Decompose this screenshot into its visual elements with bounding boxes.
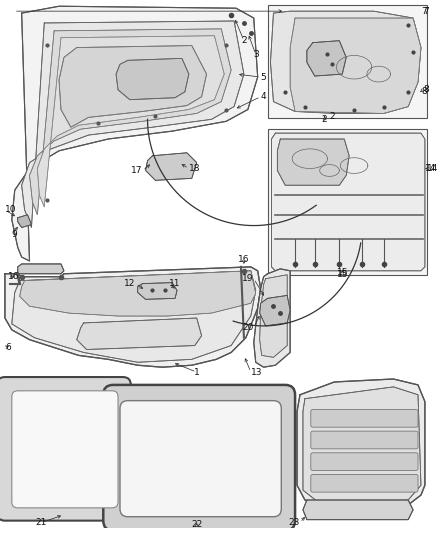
FancyBboxPatch shape (120, 401, 281, 516)
Text: 2: 2 (241, 36, 247, 45)
Polygon shape (272, 133, 425, 271)
Text: 11: 11 (169, 279, 180, 288)
Text: 19: 19 (242, 274, 254, 283)
FancyBboxPatch shape (268, 129, 427, 274)
FancyBboxPatch shape (268, 5, 427, 118)
FancyBboxPatch shape (103, 385, 295, 530)
FancyBboxPatch shape (311, 431, 418, 449)
Polygon shape (21, 21, 244, 228)
FancyBboxPatch shape (311, 409, 418, 427)
Text: 15: 15 (336, 270, 348, 279)
Text: 20: 20 (242, 324, 254, 333)
Polygon shape (145, 153, 197, 180)
Polygon shape (307, 41, 346, 76)
Text: 8: 8 (423, 85, 429, 94)
Text: 2: 2 (330, 112, 335, 121)
Polygon shape (18, 215, 32, 228)
Polygon shape (277, 139, 349, 185)
Polygon shape (254, 269, 290, 367)
Text: 16: 16 (238, 255, 250, 263)
Polygon shape (59, 46, 207, 127)
Text: 1: 1 (194, 368, 200, 377)
Text: 15: 15 (336, 268, 348, 277)
Text: 14: 14 (425, 164, 436, 173)
Text: 8: 8 (421, 87, 427, 96)
Polygon shape (260, 295, 290, 326)
Polygon shape (303, 387, 421, 509)
Text: 9: 9 (12, 230, 18, 239)
Polygon shape (12, 271, 256, 362)
Polygon shape (271, 11, 421, 114)
Text: 13: 13 (251, 368, 262, 377)
Polygon shape (297, 379, 425, 515)
Text: 22: 22 (191, 520, 202, 529)
Polygon shape (29, 29, 231, 215)
Polygon shape (5, 267, 261, 367)
Text: 6: 6 (5, 343, 11, 352)
Text: 4: 4 (261, 92, 266, 101)
Polygon shape (12, 6, 258, 261)
Text: 3: 3 (253, 50, 258, 59)
FancyBboxPatch shape (12, 391, 118, 508)
Polygon shape (18, 264, 64, 274)
FancyBboxPatch shape (0, 377, 131, 521)
Polygon shape (260, 274, 287, 357)
Polygon shape (77, 318, 201, 350)
Text: 14: 14 (427, 164, 438, 173)
Polygon shape (116, 59, 189, 100)
FancyBboxPatch shape (311, 474, 418, 492)
Text: 18: 18 (189, 164, 200, 173)
Text: 16: 16 (8, 272, 19, 281)
Polygon shape (138, 282, 177, 300)
Text: 10: 10 (5, 205, 16, 214)
Text: 2: 2 (322, 115, 327, 124)
Text: 7: 7 (421, 6, 427, 15)
Text: 17: 17 (131, 166, 143, 175)
Polygon shape (20, 271, 256, 316)
Text: 21: 21 (35, 518, 47, 527)
Polygon shape (37, 36, 224, 207)
Text: 23: 23 (289, 518, 300, 527)
FancyBboxPatch shape (311, 453, 418, 471)
Polygon shape (303, 500, 413, 520)
Polygon shape (290, 18, 421, 114)
Text: 5: 5 (261, 72, 266, 82)
Text: 7: 7 (423, 6, 429, 15)
Text: 12: 12 (124, 279, 136, 288)
